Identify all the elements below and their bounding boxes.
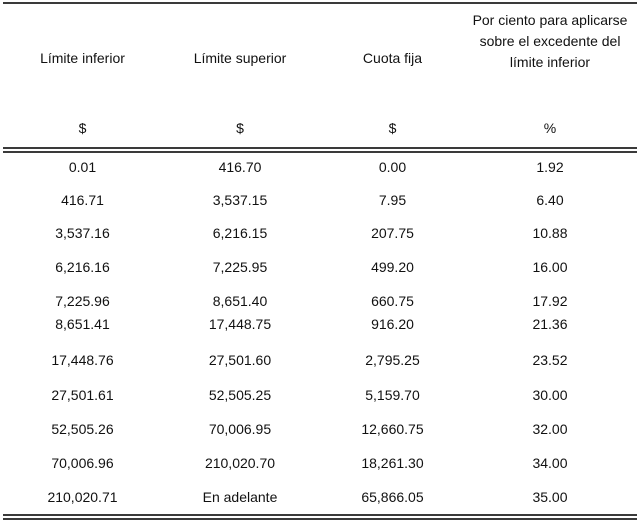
table-row: 8,651.41 17,448.75 916.20 21.36 bbox=[0, 314, 640, 334]
cell-upper-limit: 8,651.40 bbox=[212, 293, 268, 309]
cell-fixed-fee: 916.20 bbox=[371, 316, 414, 332]
cell-upper-limit: 27,501.60 bbox=[208, 352, 272, 368]
cell-upper-limit: 416.70 bbox=[218, 159, 262, 175]
header-percent-excess: Por ciento para aplicarse sobre el exced… bbox=[472, 12, 628, 70]
cell-percent: 23.52 bbox=[532, 352, 568, 368]
table-row: 52,505.26 70,006.95 12,660.75 32.00 bbox=[0, 419, 640, 439]
header-rule-lower bbox=[3, 151, 637, 153]
cell-fixed-fee: 7.95 bbox=[378, 192, 407, 208]
cell-percent: 6.40 bbox=[536, 192, 564, 208]
table-row: 70,006.96 210,020.70 18,261.30 34.00 bbox=[0, 453, 640, 473]
top-rule bbox=[3, 2, 637, 4]
cell-percent: 35.00 bbox=[532, 489, 568, 505]
header-rule-upper bbox=[3, 147, 637, 149]
cell-fixed-fee: 12,660.75 bbox=[361, 421, 424, 437]
table-row: 210,020.71 En adelante 65,866.05 35.00 bbox=[0, 487, 640, 507]
cell-percent: 30.00 bbox=[532, 387, 568, 403]
cell-lower-limit: 3,537.16 bbox=[55, 225, 110, 241]
cell-percent: 1.92 bbox=[536, 159, 564, 175]
cell-fixed-fee: 0.00 bbox=[378, 159, 407, 175]
cell-fixed-fee: 499.20 bbox=[371, 259, 414, 275]
unit-lower-limit: $ bbox=[78, 120, 87, 136]
cell-lower-limit: 27,501.61 bbox=[51, 387, 114, 403]
cell-upper-limit: 210,020.70 bbox=[204, 455, 276, 471]
cell-percent: 10.88 bbox=[532, 225, 568, 241]
cell-fixed-fee: 65,866.05 bbox=[361, 489, 424, 505]
cell-fixed-fee: 207.75 bbox=[371, 225, 414, 241]
table-row: 27,501.61 52,505.25 5,159.70 30.00 bbox=[0, 385, 640, 405]
table-row: 0.01 416.70 0.00 1.92 bbox=[0, 157, 640, 177]
cell-upper-limit: 70,006.95 bbox=[208, 421, 272, 437]
cell-lower-limit: 210,020.71 bbox=[47, 489, 118, 505]
cell-upper-limit: 17,448.75 bbox=[208, 316, 272, 332]
cell-percent: 21.36 bbox=[532, 316, 568, 332]
cell-fixed-fee: 660.75 bbox=[371, 293, 414, 309]
cell-lower-limit: 416.71 bbox=[61, 192, 104, 208]
cell-lower-limit: 52,505.26 bbox=[51, 421, 114, 437]
header-upper-limit: Límite superior bbox=[193, 50, 287, 66]
table-row: 17,448.76 27,501.60 2,795.25 23.52 bbox=[0, 350, 640, 370]
header-fixed-fee: Cuota fija bbox=[362, 50, 423, 66]
cell-upper-limit: 7,225.95 bbox=[212, 259, 268, 275]
header-lower-limit: Límite inferior bbox=[40, 50, 125, 66]
cell-upper-limit: En adelante bbox=[202, 489, 278, 505]
cell-upper-limit: 6,216.15 bbox=[212, 225, 268, 241]
cell-upper-limit: 52,505.25 bbox=[208, 387, 272, 403]
cell-lower-limit: 7,225.96 bbox=[55, 293, 110, 309]
cell-lower-limit: 17,448.76 bbox=[51, 352, 114, 368]
unit-fixed-fee: $ bbox=[388, 120, 397, 136]
cell-lower-limit: 0.01 bbox=[68, 159, 97, 175]
unit-upper-limit: $ bbox=[236, 120, 244, 136]
table-row: 6,216.16 7,225.95 499.20 16.00 bbox=[0, 257, 640, 277]
cell-upper-limit: 3,537.15 bbox=[212, 192, 268, 208]
table-row: 7,225.96 8,651.40 660.75 17.92 bbox=[0, 291, 640, 311]
bottom-rule-upper bbox=[3, 514, 637, 516]
cell-percent: 32.00 bbox=[532, 421, 568, 437]
cell-percent: 34.00 bbox=[532, 455, 568, 471]
table-row: 416.71 3,537.15 7.95 6.40 bbox=[0, 190, 640, 210]
table-row: 3,537.16 6,216.15 207.75 10.88 bbox=[0, 223, 640, 243]
cell-lower-limit: 8,651.41 bbox=[55, 316, 110, 332]
cell-percent: 17.92 bbox=[532, 293, 568, 309]
cell-fixed-fee: 18,261.30 bbox=[361, 455, 424, 471]
cell-percent: 16.00 bbox=[532, 259, 568, 275]
cell-lower-limit: 6,216.16 bbox=[55, 259, 110, 275]
unit-percent: % bbox=[543, 120, 557, 136]
cell-lower-limit: 70,006.96 bbox=[51, 455, 114, 471]
cell-fixed-fee: 2,795.25 bbox=[365, 352, 420, 368]
cell-fixed-fee: 5,159.70 bbox=[365, 387, 420, 403]
bottom-rule-lower bbox=[3, 518, 637, 520]
